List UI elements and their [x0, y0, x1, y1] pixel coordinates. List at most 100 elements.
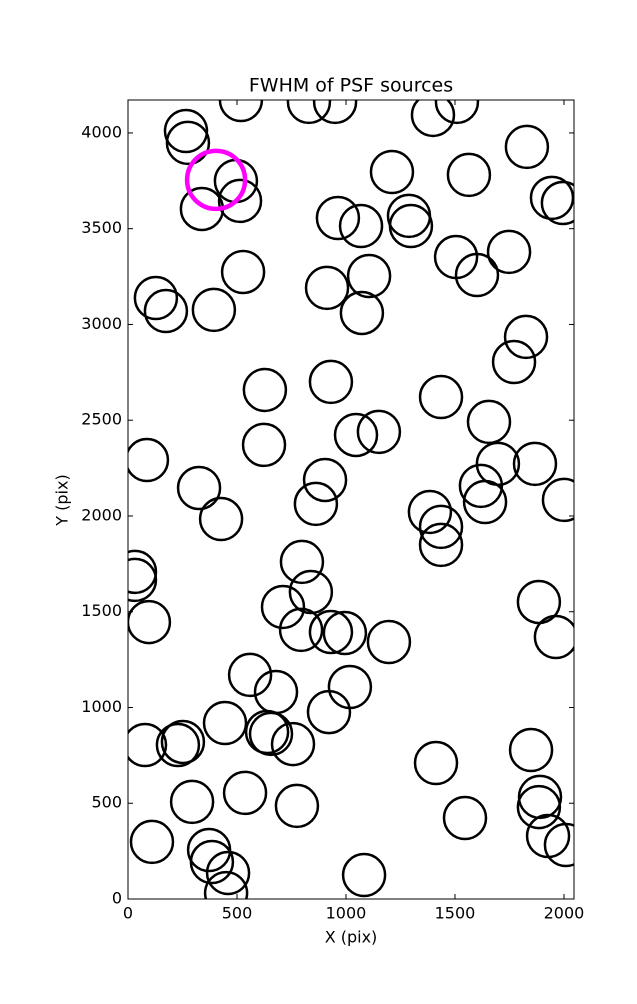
psf-source — [227, 652, 273, 698]
psf-source — [241, 422, 287, 468]
highlight-source — [184, 148, 248, 212]
y-tick-label: 2000 — [81, 505, 122, 524]
psf-source — [143, 288, 189, 334]
psf-source — [517, 774, 563, 820]
psf-source — [286, 100, 332, 125]
psf-source — [540, 180, 574, 226]
psf-source — [242, 367, 288, 413]
psf-source — [333, 412, 379, 458]
psf-source — [198, 496, 244, 542]
psf-source — [434, 100, 480, 125]
psf-source — [327, 664, 373, 710]
psf-source — [306, 689, 352, 735]
psf-source — [533, 614, 574, 660]
psf-source — [270, 721, 316, 767]
psf-source — [163, 108, 209, 154]
psf-source — [288, 569, 334, 615]
psf-source — [516, 784, 562, 830]
psf-source — [260, 584, 306, 630]
psf-source — [160, 719, 206, 765]
x-tick-label: 1500 — [435, 904, 476, 923]
psf-source — [504, 124, 550, 170]
psf-source — [128, 549, 158, 595]
psf-source — [279, 539, 325, 585]
psf-source — [169, 779, 215, 825]
psf-source — [356, 409, 402, 455]
psf-source — [529, 175, 574, 221]
y-tick-label: 2500 — [81, 410, 122, 429]
psf-source — [458, 463, 504, 509]
psf-source — [386, 193, 432, 239]
x-tick-label: 2000 — [544, 904, 585, 923]
y-axis-label: Y (pix) — [53, 474, 72, 526]
psf-source — [407, 489, 453, 535]
psf-source — [129, 819, 175, 865]
psf-source — [308, 609, 354, 655]
psf-source — [248, 711, 294, 757]
psf-source — [222, 770, 268, 816]
y-tick-label: 1000 — [81, 697, 122, 716]
psf-source — [218, 100, 264, 123]
psf-source — [418, 522, 464, 568]
psf-source — [304, 265, 350, 311]
psf-source — [203, 870, 249, 899]
psf-source — [322, 610, 368, 656]
psf-source — [220, 249, 266, 295]
psf-source — [315, 195, 361, 241]
psf-source — [128, 437, 170, 483]
psf-source — [486, 229, 532, 275]
psf-source — [128, 599, 172, 645]
plot-frame — [127, 99, 575, 900]
y-tick-label: 4000 — [81, 122, 122, 141]
psf-source — [278, 607, 324, 653]
x-tick-label: 1000 — [326, 904, 367, 923]
psf-source — [341, 852, 387, 898]
psf-source — [176, 465, 222, 511]
psf-source — [293, 481, 339, 527]
psf-source — [466, 399, 512, 445]
psf-source — [418, 504, 464, 550]
psf-source — [491, 339, 537, 385]
psf-source — [503, 314, 549, 360]
psf-source — [446, 152, 492, 198]
psf-source — [369, 149, 415, 195]
psf-source — [508, 727, 554, 773]
psf-source — [442, 795, 488, 841]
y-tick-label: 500 — [91, 793, 122, 812]
x-tick-label: 500 — [222, 904, 253, 923]
chart-title: FWHM of PSF sources — [249, 75, 453, 97]
psf-source — [462, 479, 508, 525]
psf-source — [165, 120, 211, 166]
psf-source — [128, 722, 168, 768]
psf-source — [202, 700, 248, 746]
psf-source — [205, 850, 251, 896]
psf-source — [338, 203, 384, 249]
psf-source — [128, 557, 158, 603]
psf-source — [410, 100, 456, 138]
psf-source — [302, 457, 348, 503]
psf-source — [274, 783, 320, 829]
y-tick-label: 3500 — [81, 218, 122, 237]
psf-source — [133, 275, 179, 321]
psf-source — [312, 100, 358, 125]
psf-source — [244, 709, 290, 755]
psf-source — [418, 374, 464, 420]
psf-source — [155, 722, 201, 768]
y-tick-label: 1500 — [81, 601, 122, 620]
psf-source — [308, 359, 354, 405]
psf-source — [388, 203, 434, 249]
psf-source — [191, 287, 237, 333]
psf-source — [366, 619, 412, 665]
y-tick-label: 3000 — [81, 314, 122, 333]
psf-source — [189, 839, 235, 885]
x-axis-label: X (pix) — [325, 928, 378, 947]
psf-source — [217, 178, 263, 224]
plot-area — [128, 100, 574, 899]
psf-source — [346, 253, 392, 299]
psf-source — [413, 740, 459, 786]
x-tick-label: 0 — [123, 904, 133, 923]
y-tick-label: 0 — [112, 889, 122, 908]
psf-source — [541, 477, 574, 523]
psf-source — [543, 822, 574, 868]
